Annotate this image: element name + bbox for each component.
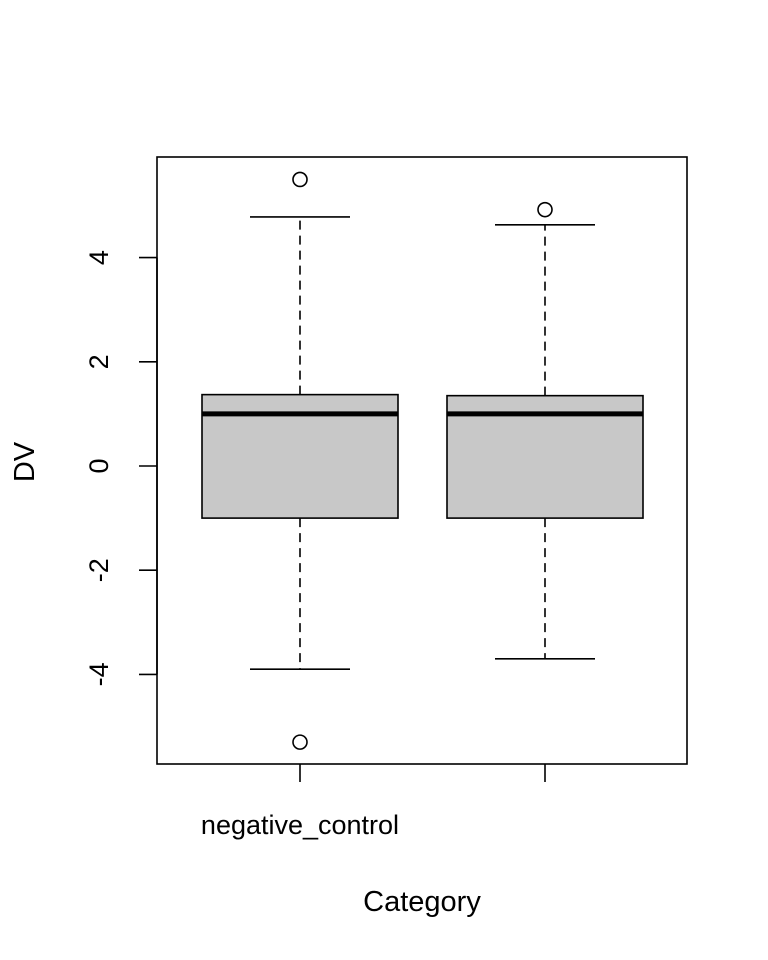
y-tick-label: 0	[84, 458, 114, 473]
x-tick-label: negative_control	[201, 810, 399, 840]
outlier-point	[292, 734, 308, 750]
box-group	[446, 201, 644, 660]
y-axis: -4 -2 0 2 4	[84, 250, 158, 686]
x-axis: negative_control	[201, 764, 546, 840]
outlier-point	[537, 201, 553, 218]
y-axis-title: DV	[9, 441, 41, 482]
y-tick-label: 4	[84, 250, 114, 265]
outlier-point	[292, 171, 308, 188]
y-tick-label: -2	[84, 558, 114, 582]
plot-layer	[201, 171, 644, 750]
x-axis-title: Category	[363, 886, 481, 918]
y-tick-label: -4	[84, 662, 114, 686]
box-group	[201, 171, 399, 750]
y-tick-label: 2	[84, 354, 114, 369]
